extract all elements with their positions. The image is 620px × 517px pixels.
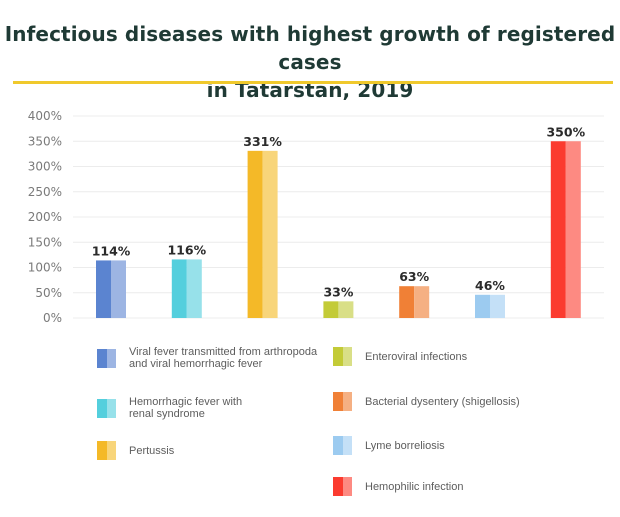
bar-light-half (111, 260, 126, 318)
gridlines (73, 115, 604, 319)
value-label: 350% (546, 124, 585, 139)
value-label: 116% (167, 242, 206, 257)
bar-light-half (565, 141, 581, 318)
bar-dark-half (247, 150, 263, 318)
chart-title-line-1: Infectious diseases with highest growth … (4, 22, 616, 74)
value-labels: 114% 116% 331% 33% 63% 46% 350% (92, 124, 586, 299)
y-tick-label: 350% (28, 134, 62, 148)
y-tick-label: 50% (35, 286, 62, 300)
bar-dark-half (171, 259, 187, 318)
bar (171, 259, 202, 318)
bar-dark-half (550, 141, 566, 318)
bar-dark-half (399, 286, 415, 318)
bar-light-half (338, 301, 354, 318)
y-tick-label: 250% (28, 185, 62, 199)
y-tick-label: 150% (28, 235, 62, 249)
bar-dark-half (475, 294, 490, 318)
y-tick-label: 0% (43, 311, 62, 325)
bar (550, 141, 581, 318)
y-axis-ticks: 0% 50% 100% 150% 200% 250% 300% 350% 400% (28, 109, 62, 325)
value-label: 63% (399, 269, 429, 284)
y-tick-label: 300% (28, 160, 62, 174)
bar-dark-half (323, 301, 339, 318)
bar-light-half (490, 294, 505, 318)
bar-light-half (262, 150, 278, 318)
title-divider (13, 81, 613, 84)
bar-light-half (414, 286, 430, 318)
y-tick-label: 200% (28, 210, 62, 224)
bar (323, 301, 354, 318)
y-tick-label: 400% (28, 109, 62, 123)
bar-light-half (186, 259, 202, 318)
value-label: 33% (323, 284, 353, 299)
bar (399, 286, 430, 318)
value-label: 114% (92, 243, 131, 258)
bar-dark-half (96, 260, 111, 318)
y-tick-label: 100% (28, 261, 62, 275)
bars (96, 141, 581, 318)
bar (247, 150, 278, 318)
bar (96, 260, 126, 318)
value-label: 46% (475, 278, 505, 293)
bar (475, 294, 505, 318)
value-label: 331% (243, 134, 282, 149)
